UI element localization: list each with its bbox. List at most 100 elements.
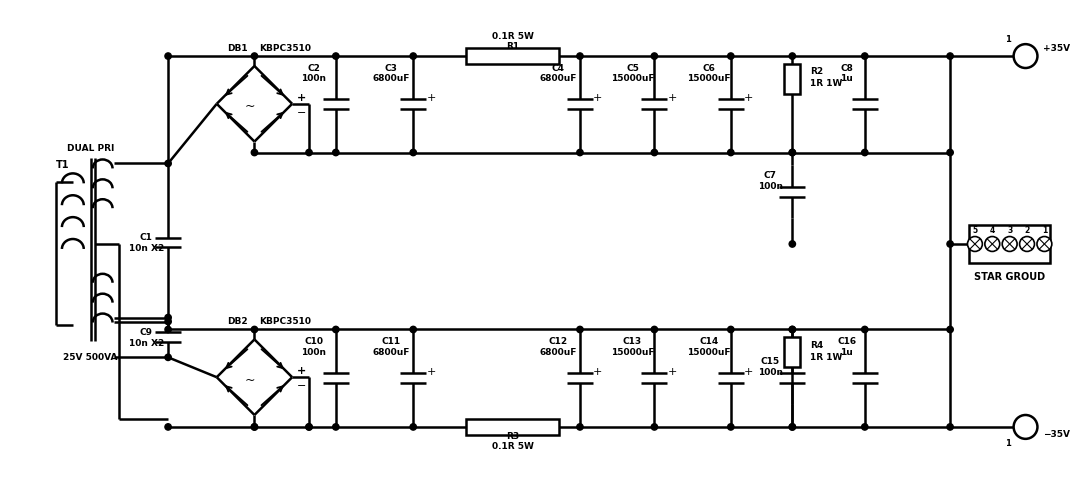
Text: 0.1R 5W: 0.1R 5W bbox=[492, 442, 534, 451]
Circle shape bbox=[1013, 415, 1037, 439]
Circle shape bbox=[251, 424, 258, 430]
Text: 1R 1W: 1R 1W bbox=[811, 80, 843, 88]
Circle shape bbox=[333, 424, 338, 430]
Circle shape bbox=[577, 326, 583, 333]
Circle shape bbox=[946, 53, 953, 59]
Text: 1u: 1u bbox=[841, 348, 854, 357]
Text: 15000uF: 15000uF bbox=[687, 348, 731, 357]
Text: 10n X2: 10n X2 bbox=[128, 244, 164, 253]
Text: 100n: 100n bbox=[758, 182, 783, 191]
Circle shape bbox=[789, 241, 796, 247]
Text: +: + bbox=[593, 94, 603, 103]
Circle shape bbox=[789, 149, 796, 156]
Text: +: + bbox=[427, 367, 436, 377]
Circle shape bbox=[1003, 237, 1018, 252]
Circle shape bbox=[577, 424, 583, 430]
Circle shape bbox=[967, 237, 982, 252]
Circle shape bbox=[861, 424, 868, 430]
Text: 100n: 100n bbox=[302, 348, 327, 357]
Text: 6800uF: 6800uF bbox=[539, 74, 577, 83]
Text: C10: C10 bbox=[304, 337, 323, 346]
Circle shape bbox=[1037, 237, 1052, 252]
Circle shape bbox=[985, 237, 999, 252]
Text: C1: C1 bbox=[140, 233, 153, 242]
Text: +: + bbox=[296, 93, 306, 103]
Circle shape bbox=[165, 354, 171, 361]
Text: +: + bbox=[667, 367, 677, 377]
Bar bbox=[785, 64, 800, 94]
Text: C12: C12 bbox=[549, 337, 568, 346]
Text: C7: C7 bbox=[764, 171, 777, 180]
Text: 25V 500VA: 25V 500VA bbox=[64, 353, 118, 362]
Circle shape bbox=[946, 241, 953, 247]
Text: 6800uF: 6800uF bbox=[373, 74, 410, 83]
Text: +: + bbox=[744, 367, 754, 377]
Text: 15000uF: 15000uF bbox=[687, 74, 731, 83]
Circle shape bbox=[165, 318, 171, 325]
Circle shape bbox=[333, 326, 338, 333]
Circle shape bbox=[165, 314, 171, 321]
Circle shape bbox=[1013, 44, 1037, 68]
Circle shape bbox=[410, 424, 416, 430]
Text: 0.1R 5W: 0.1R 5W bbox=[492, 32, 534, 40]
Text: STAR GROUD: STAR GROUD bbox=[975, 272, 1046, 282]
Circle shape bbox=[410, 326, 416, 333]
Text: R4: R4 bbox=[811, 341, 824, 350]
Text: C14: C14 bbox=[700, 337, 719, 346]
Circle shape bbox=[728, 424, 734, 430]
Text: ~: ~ bbox=[245, 374, 254, 387]
Text: 2: 2 bbox=[1024, 226, 1029, 235]
Circle shape bbox=[789, 424, 796, 430]
Circle shape bbox=[251, 149, 258, 156]
Text: KBPC3510: KBPC3510 bbox=[260, 317, 312, 326]
Text: +: + bbox=[593, 367, 603, 377]
Text: 1: 1 bbox=[1005, 35, 1010, 44]
Circle shape bbox=[789, 53, 796, 59]
Text: C6: C6 bbox=[703, 64, 716, 72]
Circle shape bbox=[306, 424, 313, 430]
Bar bbox=[466, 419, 559, 435]
Text: 6800uF: 6800uF bbox=[539, 348, 577, 357]
Circle shape bbox=[410, 149, 416, 156]
Text: R2: R2 bbox=[811, 67, 824, 77]
Text: C2: C2 bbox=[307, 64, 320, 72]
Text: C16: C16 bbox=[838, 337, 856, 346]
Circle shape bbox=[165, 53, 171, 59]
Circle shape bbox=[577, 53, 583, 59]
Circle shape bbox=[861, 149, 868, 156]
Circle shape bbox=[789, 326, 796, 333]
Circle shape bbox=[789, 149, 796, 156]
Text: KBPC3510: KBPC3510 bbox=[260, 43, 312, 53]
Text: R1: R1 bbox=[506, 41, 519, 51]
Text: DB2: DB2 bbox=[226, 317, 247, 326]
Circle shape bbox=[251, 326, 258, 333]
Text: 15000uF: 15000uF bbox=[611, 348, 654, 357]
Circle shape bbox=[306, 149, 313, 156]
Text: C15: C15 bbox=[761, 357, 780, 366]
Text: ~: ~ bbox=[245, 100, 254, 113]
Circle shape bbox=[728, 53, 734, 59]
Circle shape bbox=[165, 326, 171, 333]
Circle shape bbox=[577, 149, 583, 156]
Text: 1R 1W: 1R 1W bbox=[811, 353, 843, 362]
Circle shape bbox=[251, 424, 258, 430]
Text: +35V: +35V bbox=[1044, 43, 1070, 53]
Circle shape bbox=[333, 53, 338, 59]
Circle shape bbox=[861, 326, 868, 333]
Text: −: − bbox=[296, 108, 306, 118]
Bar bbox=[466, 48, 559, 64]
Circle shape bbox=[410, 53, 416, 59]
Circle shape bbox=[651, 53, 658, 59]
Circle shape bbox=[1020, 237, 1035, 252]
Circle shape bbox=[728, 326, 734, 333]
Text: C9: C9 bbox=[140, 328, 153, 337]
Text: +: + bbox=[296, 366, 306, 376]
Text: 100n: 100n bbox=[758, 368, 783, 377]
Text: 10n X2: 10n X2 bbox=[128, 339, 164, 348]
Text: 100n: 100n bbox=[302, 74, 327, 83]
Circle shape bbox=[651, 326, 658, 333]
Circle shape bbox=[728, 149, 734, 156]
Text: 3: 3 bbox=[1007, 226, 1012, 235]
Text: R3: R3 bbox=[506, 432, 519, 442]
Circle shape bbox=[165, 424, 171, 430]
